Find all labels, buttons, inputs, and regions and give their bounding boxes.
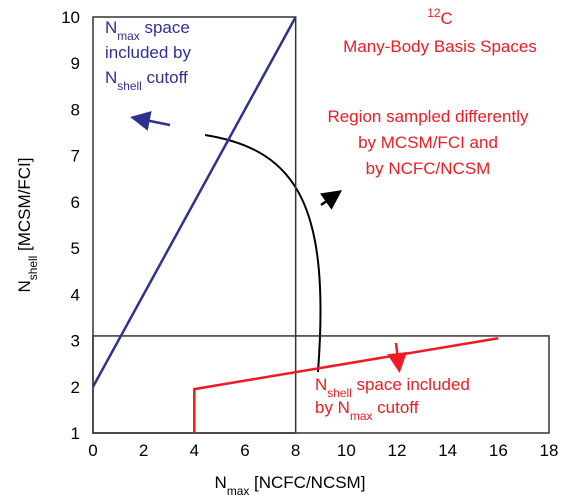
y-tick-label: 10 (61, 8, 80, 27)
y-tick-label: 9 (71, 54, 80, 73)
x-tick-label: 10 (337, 441, 356, 460)
x-tick-label: 4 (190, 441, 199, 460)
x-tick-label: 14 (438, 441, 457, 460)
text-part: by NCFC/NCSM (366, 159, 491, 178)
superscript: 12 (427, 6, 441, 20)
annotation: Nmax space (105, 18, 190, 43)
text-part: [MCSM/FCI] (15, 158, 34, 256)
chart-subtitle: Many-Body Basis Spaces (343, 37, 537, 56)
subscript: shell (327, 386, 351, 400)
x-tick-label: 2 (139, 441, 148, 460)
text-part: by MCSM/FCI and (358, 133, 498, 152)
text-part: Region sampled differently (328, 107, 529, 126)
y-tick-label: 7 (71, 147, 80, 166)
x-tick-label: 6 (240, 441, 249, 460)
y-tick-label: 6 (71, 193, 80, 212)
text-part: space (140, 18, 190, 37)
annotation: Nshell space included (315, 375, 470, 400)
subscript: max (227, 484, 250, 497)
x-tick-label: 0 (88, 441, 97, 460)
x-tick-label: 8 (291, 441, 300, 460)
annotation: included by (105, 43, 192, 62)
line (193, 337, 499, 433)
text-part: space included (352, 375, 470, 394)
text-part: by N (315, 398, 350, 417)
subscript: shell (26, 256, 40, 280)
text-part: included by (105, 43, 192, 62)
text-part: C (440, 9, 452, 28)
arrow (130, 111, 171, 131)
annotation: Region sampled differently (328, 107, 529, 126)
arrow (319, 190, 343, 210)
text-part: N (105, 18, 117, 37)
y-tick-label: 5 (71, 239, 80, 258)
x-axis-label: Nmax [NCFC/NCSM] (215, 473, 366, 497)
line (91, 16, 297, 388)
annotation: by MCSM/FCI and (358, 133, 498, 152)
y-tick-label: 2 (71, 378, 80, 397)
y-tick-label: 3 (71, 332, 80, 351)
annotation: by Nmax cutoff (315, 398, 419, 423)
text-part: N (15, 280, 34, 292)
subscript: max (350, 409, 373, 423)
text-part: N (105, 68, 117, 87)
text-part: cutoff (372, 398, 418, 417)
x-tick-label: 16 (489, 441, 508, 460)
y-axis-label: Nshell [MCSM/FCI] (15, 158, 40, 293)
y-tick-label: 8 (71, 100, 80, 119)
x-tick-label: 12 (388, 441, 407, 460)
subscript: max (117, 29, 140, 43)
chart-title: 12C (427, 6, 453, 28)
annotation: Nshell cutoff (105, 68, 188, 93)
curve (204, 134, 322, 373)
text-part: [NCFC/NCSM] (249, 473, 365, 492)
text-part: cutoff (142, 68, 188, 87)
y-tick-label: 4 (71, 285, 80, 304)
y-tick-label: 1 (71, 424, 80, 443)
text-part: N (215, 473, 227, 492)
text-part: N (315, 375, 327, 394)
subscript: shell (117, 79, 141, 93)
x-tick-label: 18 (540, 441, 559, 460)
annotation: by NCFC/NCSM (366, 159, 491, 178)
